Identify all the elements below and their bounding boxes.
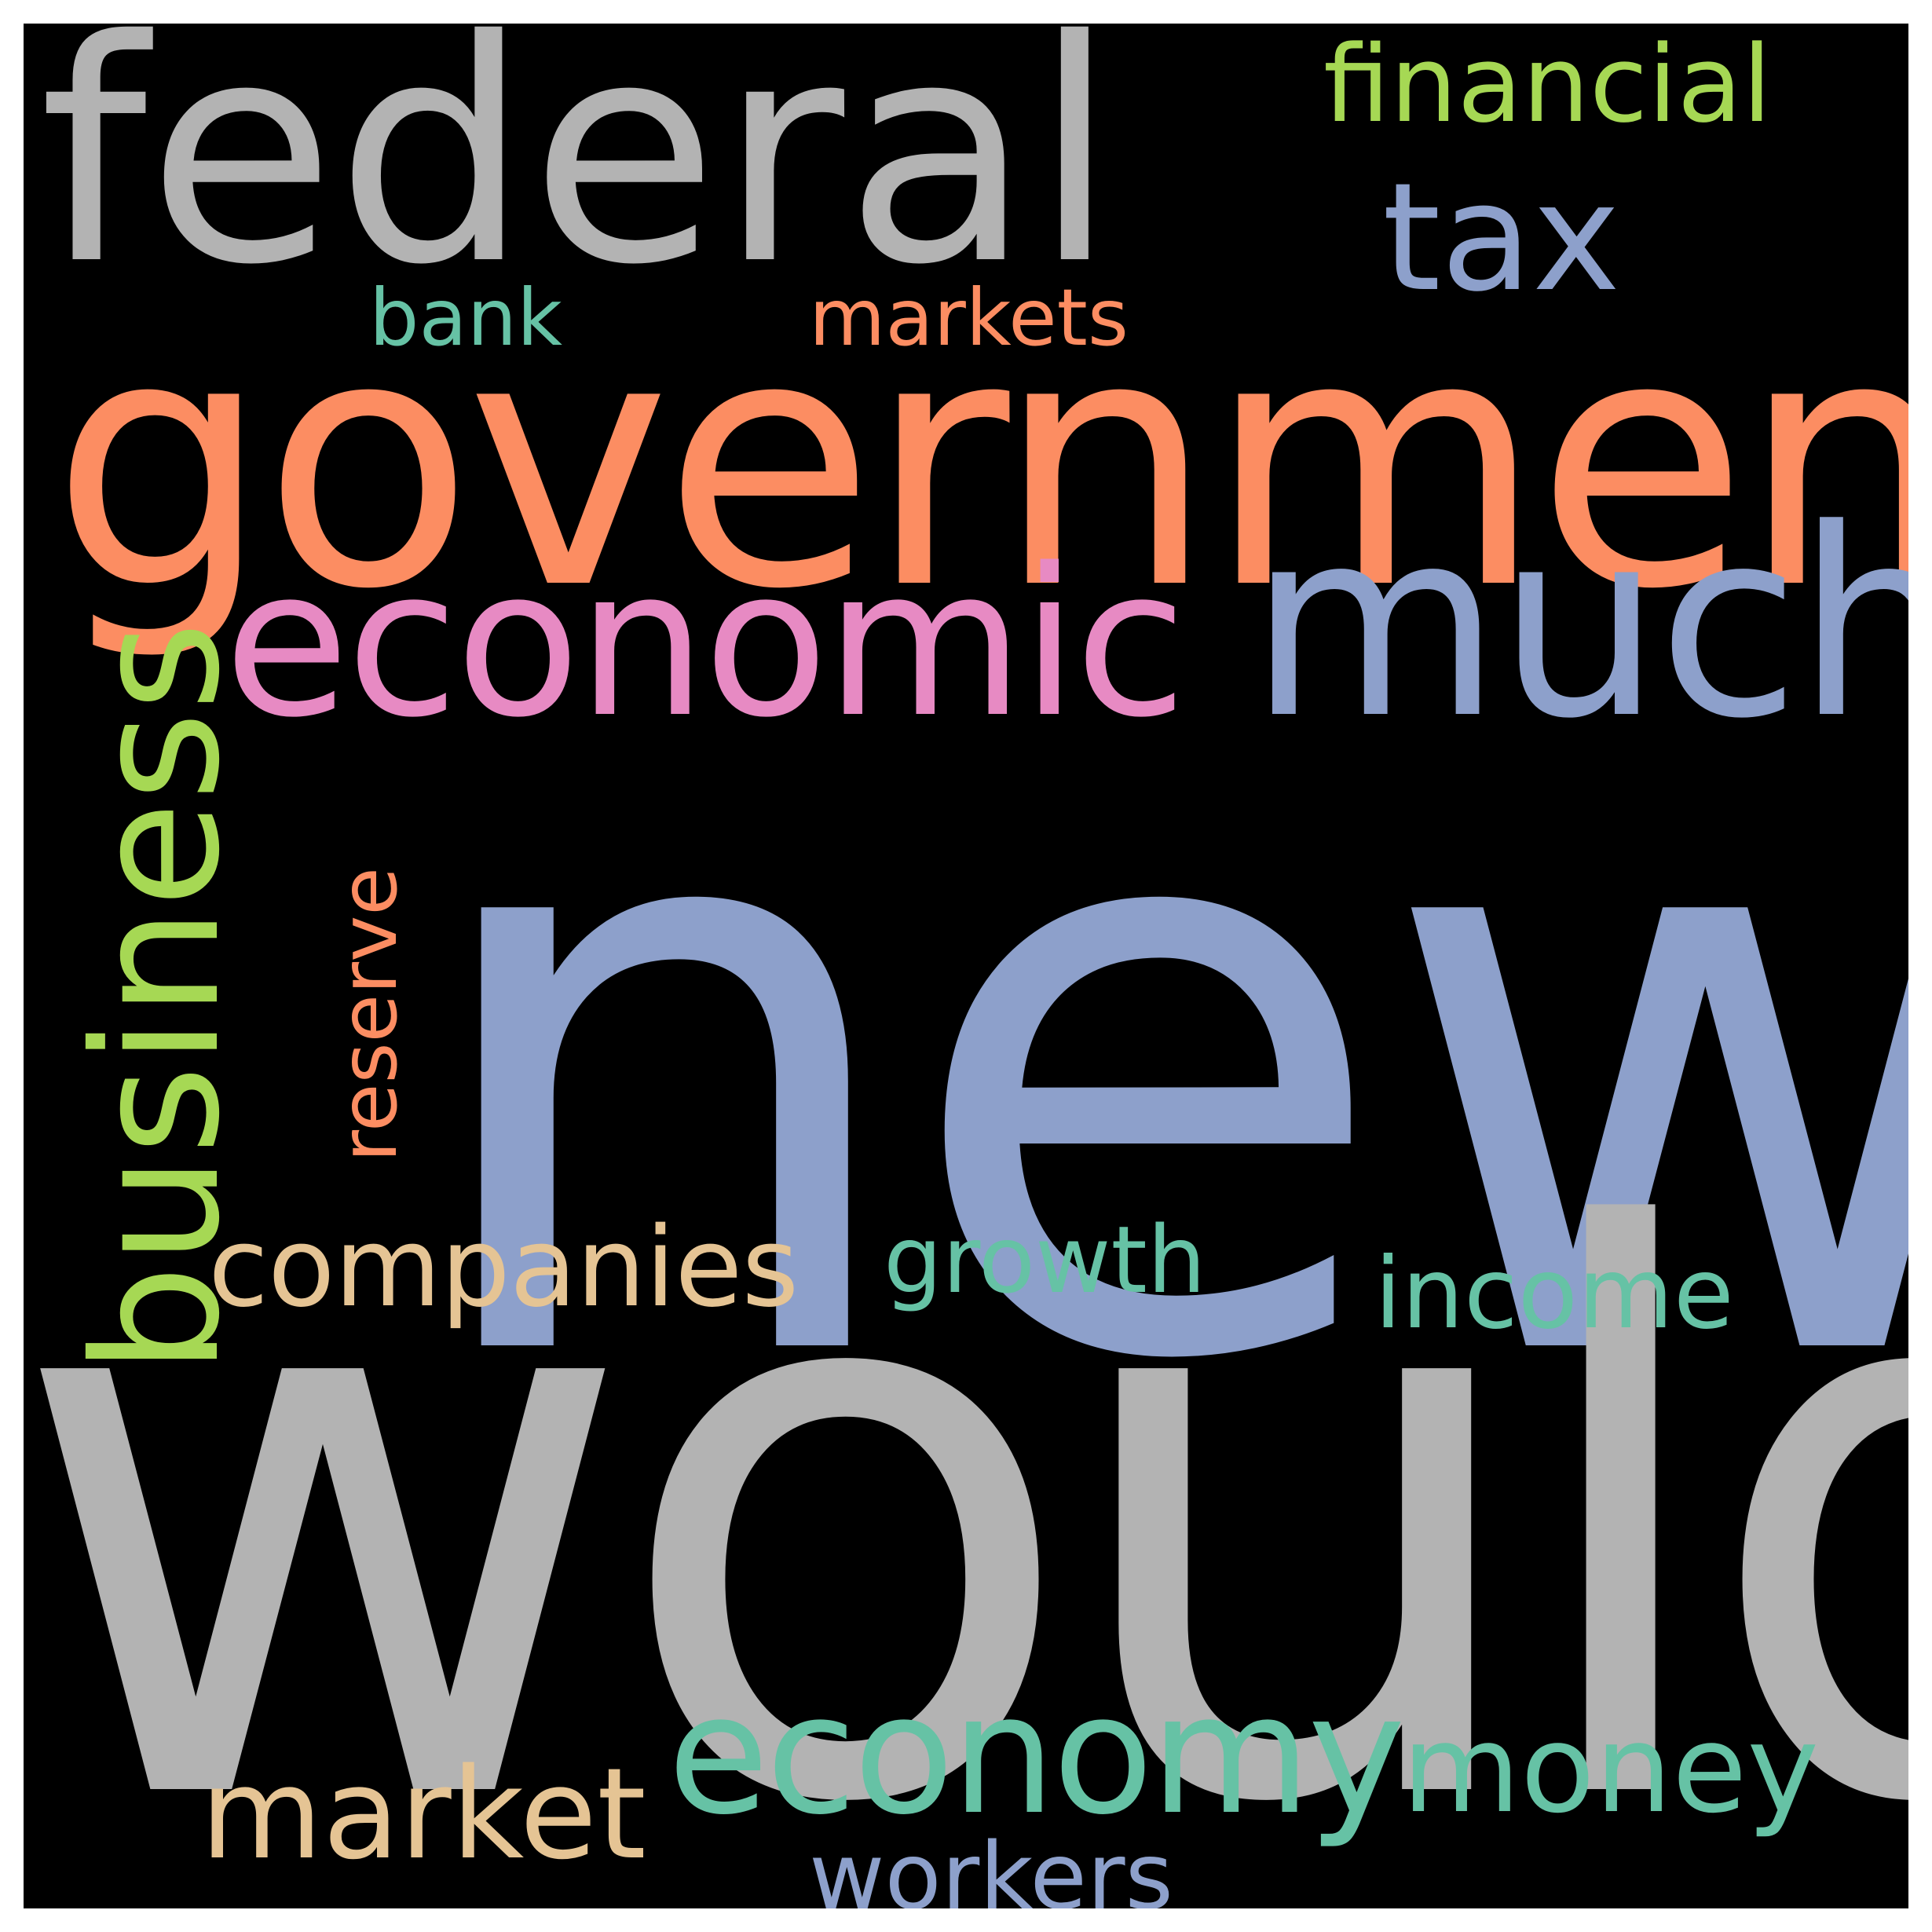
word-economic: economic bbox=[224, 525, 1187, 763]
word-tax: tax bbox=[1382, 151, 1621, 324]
word-economy: economy bbox=[668, 1659, 1406, 1851]
word-income: income bbox=[1374, 1237, 1734, 1351]
word-government: government bbox=[51, 262, 1908, 664]
word-cloud: new would government federal much econom… bbox=[24, 24, 1908, 1908]
word-much: much bbox=[1249, 474, 1908, 775]
word-markets: markets bbox=[809, 272, 1129, 364]
word-market: market bbox=[200, 1740, 646, 1887]
word-bank: bank bbox=[369, 272, 563, 364]
word-workers: workers bbox=[809, 1822, 1173, 1908]
word-new: new bbox=[408, 602, 1908, 1535]
word-would: would bbox=[24, 1075, 1908, 1908]
word-money: money bbox=[1402, 1698, 1820, 1840]
word-financial: financial bbox=[1323, 24, 1772, 146]
word-federal: federal bbox=[39, 24, 1118, 331]
word-growth: growth bbox=[884, 1206, 1206, 1314]
word-reserve: reserve bbox=[323, 867, 415, 1162]
word-companies: companies bbox=[208, 1204, 799, 1332]
